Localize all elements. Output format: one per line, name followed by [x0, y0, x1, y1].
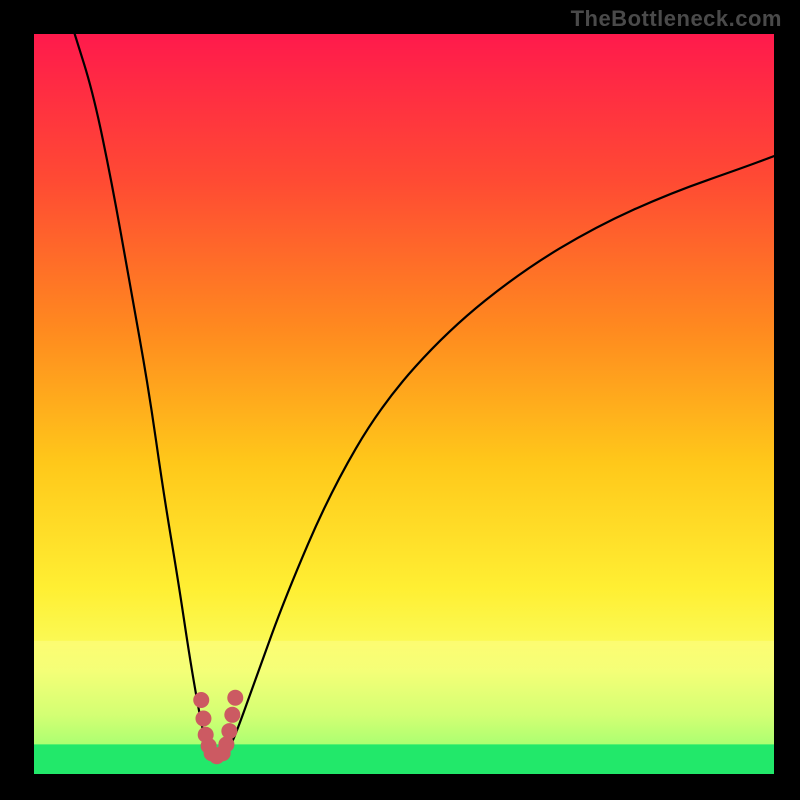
plot-area [34, 34, 774, 774]
marker-dot [193, 692, 209, 708]
marker-dot [221, 723, 237, 739]
marker-dot [227, 690, 243, 706]
marker-dot [224, 707, 240, 723]
marker-dot [195, 711, 211, 727]
chart-svg [34, 34, 774, 774]
chart-outer-frame: TheBottleneck.com [0, 0, 800, 800]
green-band [34, 744, 774, 774]
pale-band [34, 641, 774, 745]
marker-dot [218, 736, 234, 752]
watermark-text: TheBottleneck.com [571, 6, 782, 32]
